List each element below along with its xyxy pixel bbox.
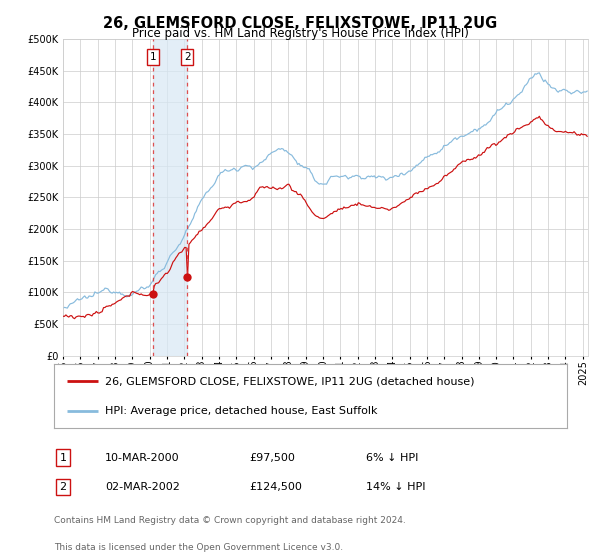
Text: 1: 1 — [59, 452, 67, 463]
Text: 26, GLEMSFORD CLOSE, FELIXSTOWE, IP11 2UG: 26, GLEMSFORD CLOSE, FELIXSTOWE, IP11 2U… — [103, 16, 497, 31]
Bar — [153, 39, 187, 356]
Text: Contains HM Land Registry data © Crown copyright and database right 2024.: Contains HM Land Registry data © Crown c… — [54, 516, 406, 525]
Text: This data is licensed under the Open Government Licence v3.0.: This data is licensed under the Open Gov… — [54, 543, 343, 552]
Text: 10-MAR-2000: 10-MAR-2000 — [105, 452, 179, 463]
Text: HPI: Average price, detached house, East Suffolk: HPI: Average price, detached house, East… — [106, 406, 378, 416]
Text: £97,500: £97,500 — [249, 452, 295, 463]
Text: 1: 1 — [149, 52, 156, 62]
Text: £124,500: £124,500 — [249, 482, 302, 492]
Text: 6% ↓ HPI: 6% ↓ HPI — [366, 452, 418, 463]
Text: Price paid vs. HM Land Registry's House Price Index (HPI): Price paid vs. HM Land Registry's House … — [131, 27, 469, 40]
Text: 14% ↓ HPI: 14% ↓ HPI — [366, 482, 425, 492]
Text: 2: 2 — [184, 52, 191, 62]
Text: 2: 2 — [59, 482, 67, 492]
Text: 26, GLEMSFORD CLOSE, FELIXSTOWE, IP11 2UG (detached house): 26, GLEMSFORD CLOSE, FELIXSTOWE, IP11 2U… — [106, 376, 475, 386]
Text: 02-MAR-2002: 02-MAR-2002 — [105, 482, 180, 492]
